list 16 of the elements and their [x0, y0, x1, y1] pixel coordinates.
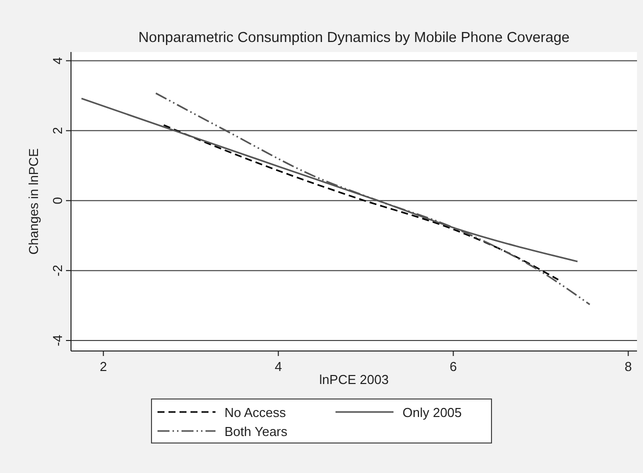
- x-tick-label: 8: [624, 359, 632, 374]
- x-tick-label: 2: [100, 359, 107, 374]
- x-tick-label: 4: [274, 359, 282, 374]
- x-tick-label: 6: [450, 359, 457, 374]
- line-series: [162, 124, 560, 280]
- y-tick-label: 0: [50, 197, 65, 204]
- x-axis-title: lnPCE 2003: [319, 372, 389, 387]
- y-tick-label: -4: [50, 334, 65, 346]
- legend-label: Both Years: [224, 424, 288, 439]
- y-tick-label: -2: [50, 264, 65, 276]
- legend-label: Only 2005: [402, 405, 462, 420]
- chart-title: Nonparametric Consumption Dynamics by Mobile Phone Coverage: [138, 30, 570, 46]
- y-tick-label: 4: [50, 57, 65, 64]
- legend-label: No Access: [224, 405, 286, 420]
- y-tick-label: 2: [50, 127, 65, 134]
- y-axis-title: Changes in lnPCE: [26, 148, 41, 255]
